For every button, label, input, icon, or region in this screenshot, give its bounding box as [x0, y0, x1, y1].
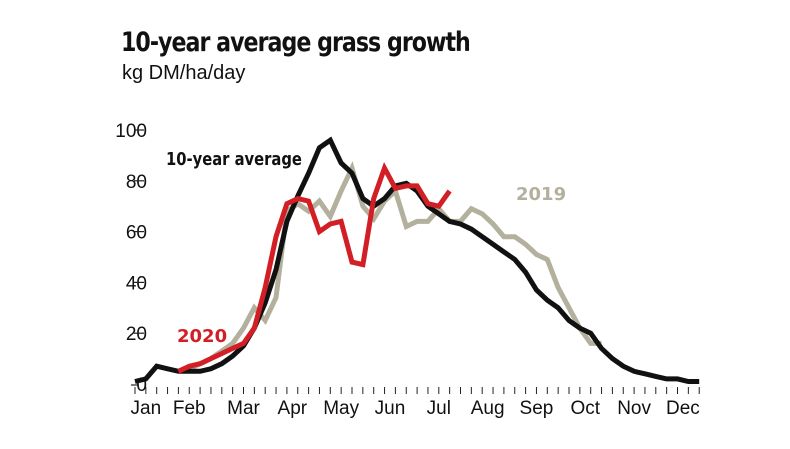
chart-subtitle: kg DM/ha/day [122, 62, 246, 84]
x-tick-label: Oct [570, 398, 600, 419]
y-tick-label: 20 [126, 324, 147, 345]
series-lines [134, 136, 700, 384]
y-tick-label: 60 [126, 223, 147, 244]
x-tick-label: May [323, 398, 359, 419]
legend-2020: 2020 [177, 326, 227, 347]
x-tick-label: Jun [375, 398, 406, 419]
y-tick-label: 80 [126, 172, 147, 193]
x-tick-label: Dec [666, 398, 700, 419]
legend-10-year-average: 10-year average [166, 149, 302, 170]
x-tick-label: Nov [617, 398, 651, 419]
x-tick-label: Aug [471, 398, 505, 419]
x-tick-label: Apr [278, 398, 308, 419]
x-tick-label: Jul [427, 398, 451, 419]
x-tick-label: Jan [131, 398, 162, 419]
series-line-2020 [177, 161, 452, 374]
chart-title: 10-year average grass growth [121, 27, 471, 58]
x-tick-label: Mar [227, 398, 260, 419]
y-axis: 0 20 40 60 80 100 [115, 121, 147, 396]
series-line-10-year-average [134, 136, 700, 384]
legend-2019: 2019 [516, 184, 566, 205]
y-tick-label: 40 [126, 273, 147, 294]
x-tick-label: Sep [520, 398, 554, 419]
y-tick-label: 100 [115, 121, 147, 142]
y-tick-label: 0 [136, 375, 147, 396]
x-axis: Jan Feb Mar Apr May Jun Jul Aug Sep Oct Nov Dec [131, 387, 700, 419]
x-tick-label: Feb [173, 398, 206, 419]
